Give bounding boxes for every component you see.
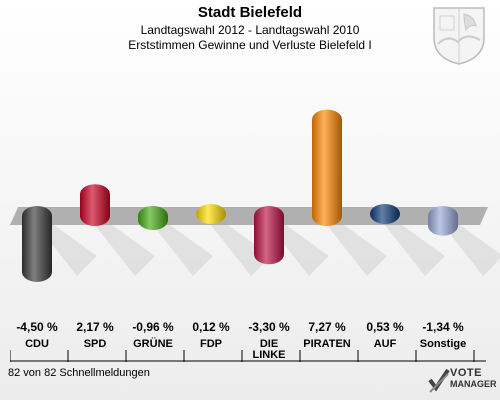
bar-shadow-7 (439, 220, 500, 276)
value-label-5: 7,27 % (308, 320, 346, 334)
category-label-0: CDU (25, 338, 49, 350)
chart-subtitle-2: Erststimmen Gewinne und Verluste Bielefe… (128, 38, 372, 52)
value-label-0: -4,50 % (16, 320, 58, 334)
bar-shadow-6 (381, 220, 445, 276)
bar-sonstige (428, 206, 458, 236)
bar-shadow-5 (323, 220, 387, 276)
category-label-4: DIE LINKE (252, 338, 286, 361)
value-label-2: -0,96 % (132, 320, 174, 334)
logo-line-1: VOTE (450, 367, 482, 379)
bars (22, 109, 458, 282)
chart-subtitle: Landtagswahl 2012 - Landtagswahl 2010 (140, 23, 360, 37)
value-label-3: 0,12 % (192, 320, 230, 334)
bar-auf (370, 204, 400, 224)
bar-grüne (138, 206, 168, 231)
value-label-6: 0,53 % (366, 320, 404, 334)
bar-cdu (22, 206, 52, 282)
value-label-7: -1,34 % (422, 320, 464, 334)
zero-line-band (10, 207, 488, 225)
category-label-2: GRÜNE (133, 338, 173, 350)
category-label-1: SPD (83, 338, 107, 350)
bar-shadow-3 (207, 220, 271, 276)
value-label-4: -3,30 % (248, 320, 290, 334)
value-label-1: 2,17 % (76, 320, 114, 334)
bar-shadow-1 (91, 220, 155, 276)
bar-shadow-2 (149, 220, 213, 276)
vote-manager-logo: VOTE MANAGER (428, 366, 497, 396)
category-label-7: Sonstige (419, 338, 467, 350)
bar-piraten (312, 109, 342, 226)
chart-title: Stadt Bielefeld (197, 4, 303, 21)
bar-die-linke (254, 206, 284, 265)
logo-line-2: MANAGER (450, 379, 497, 389)
checkmark-icon (428, 368, 450, 393)
bar-fdp (196, 204, 226, 224)
category-label-6: AUF (373, 338, 397, 350)
x-axis (10, 350, 486, 362)
category-label-3: FDP (200, 338, 222, 350)
status-text: 82 von 82 Schnellmeldungen (8, 367, 150, 379)
coat-of-arms-icon (433, 7, 485, 65)
bar-spd (80, 184, 110, 226)
category-label-5: PIRATEN (303, 338, 351, 350)
